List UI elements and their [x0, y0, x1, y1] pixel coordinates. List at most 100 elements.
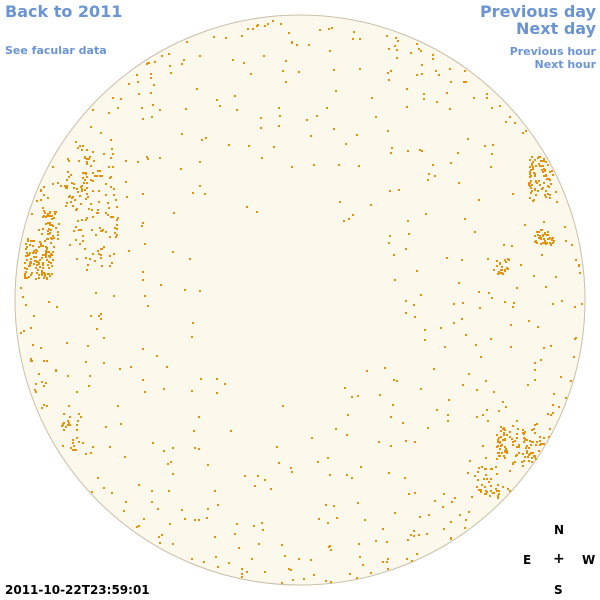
back-to-year-link[interactable]: Back to 2011	[5, 2, 123, 21]
facula-mark	[461, 259, 463, 261]
facula-mark	[543, 182, 545, 184]
facula-mark	[54, 211, 56, 213]
facula-mark	[110, 157, 112, 159]
facula-mark	[536, 231, 538, 233]
facula-mark	[63, 429, 65, 431]
facula-mark	[490, 485, 492, 487]
facula-mark	[543, 168, 545, 170]
facula-mark	[480, 356, 482, 358]
facula-mark	[497, 495, 499, 497]
facula-mark	[420, 50, 422, 52]
facula-mark	[85, 219, 87, 221]
facula-mark	[40, 243, 42, 245]
facula-mark	[504, 446, 506, 448]
facula-mark	[116, 206, 118, 208]
facula-mark	[48, 228, 50, 230]
facula-mark	[506, 267, 508, 269]
facula-mark	[48, 222, 50, 224]
facula-mark	[335, 90, 337, 92]
facula-mark	[107, 202, 109, 204]
facula-mark	[49, 275, 51, 277]
facula-mark	[497, 452, 499, 454]
facula-mark	[100, 318, 102, 320]
facula-mark	[39, 266, 41, 268]
facula-mark	[87, 196, 89, 198]
facula-mark	[544, 170, 546, 172]
facula-mark	[101, 248, 103, 250]
facula-mark	[538, 180, 540, 182]
facula-mark	[215, 556, 217, 558]
facula-mark	[68, 160, 70, 162]
facula-mark	[166, 366, 168, 368]
facula-mark	[404, 477, 406, 479]
facula-mark	[331, 27, 333, 29]
facula-mark	[109, 446, 111, 448]
previous-day-link[interactable]: Previous day	[479, 2, 596, 21]
facula-mark	[502, 486, 504, 488]
facula-mark	[136, 526, 138, 528]
facula-mark	[109, 236, 111, 238]
facula-mark	[435, 70, 437, 72]
next-hour-link[interactable]: Next hour	[534, 58, 597, 71]
facula-mark	[55, 227, 57, 229]
facula-mark	[419, 149, 421, 151]
facula-mark	[291, 41, 293, 43]
facula-mark	[66, 202, 68, 204]
facula-mark	[552, 242, 554, 244]
facula-mark	[538, 163, 540, 165]
facula-mark	[49, 232, 51, 234]
facula-mark	[105, 212, 107, 214]
facula-mark	[451, 501, 453, 503]
facula-mark	[408, 233, 410, 235]
facula-mark	[414, 316, 416, 318]
facula-mark	[535, 165, 537, 167]
facula-mark	[124, 456, 126, 458]
next-day-link[interactable]: Next day	[516, 19, 596, 38]
facula-mark	[44, 275, 46, 277]
facula-mark	[116, 234, 118, 236]
see-facular-data-link[interactable]: See facular data	[5, 44, 107, 57]
facula-mark	[543, 221, 545, 223]
facula-mark	[73, 187, 75, 189]
facula-mark	[522, 453, 524, 455]
facula-mark	[49, 215, 51, 217]
facula-mark	[100, 132, 102, 134]
facula-mark	[110, 176, 112, 178]
facula-mark	[45, 382, 47, 384]
facula-mark	[82, 172, 84, 174]
facula-mark	[550, 414, 552, 416]
facula-mark	[241, 568, 243, 570]
facula-mark	[86, 217, 88, 219]
facula-mark	[138, 525, 140, 527]
facula-mark	[406, 106, 408, 108]
facula-mark	[180, 168, 182, 170]
previous-hour-link[interactable]: Previous hour	[509, 45, 596, 58]
facula-mark	[533, 428, 535, 430]
facula-mark	[31, 272, 33, 274]
facula-mark	[112, 97, 114, 99]
facula-mark	[68, 422, 70, 424]
facula-mark	[552, 174, 554, 176]
facula-mark	[522, 132, 524, 134]
facula-mark	[486, 478, 488, 480]
facula-mark	[75, 239, 77, 241]
facula-mark	[191, 390, 193, 392]
facula-mark	[99, 175, 101, 177]
facula-mark	[329, 50, 331, 52]
facula-mark	[325, 504, 327, 506]
facula-mark	[159, 157, 161, 159]
compass-center-cross: +	[553, 551, 565, 567]
facula-mark	[20, 332, 22, 334]
facula-mark	[465, 334, 467, 336]
facula-mark	[84, 248, 86, 250]
facula-mark	[526, 445, 528, 447]
facula-mark	[432, 164, 434, 166]
facula-mark	[386, 561, 388, 563]
facula-mark	[475, 344, 477, 346]
facula-mark	[96, 175, 98, 177]
facula-mark	[528, 320, 530, 322]
facula-mark	[263, 55, 265, 57]
facula-mark	[402, 422, 404, 424]
facula-mark	[63, 422, 65, 424]
facula-mark	[504, 259, 506, 261]
